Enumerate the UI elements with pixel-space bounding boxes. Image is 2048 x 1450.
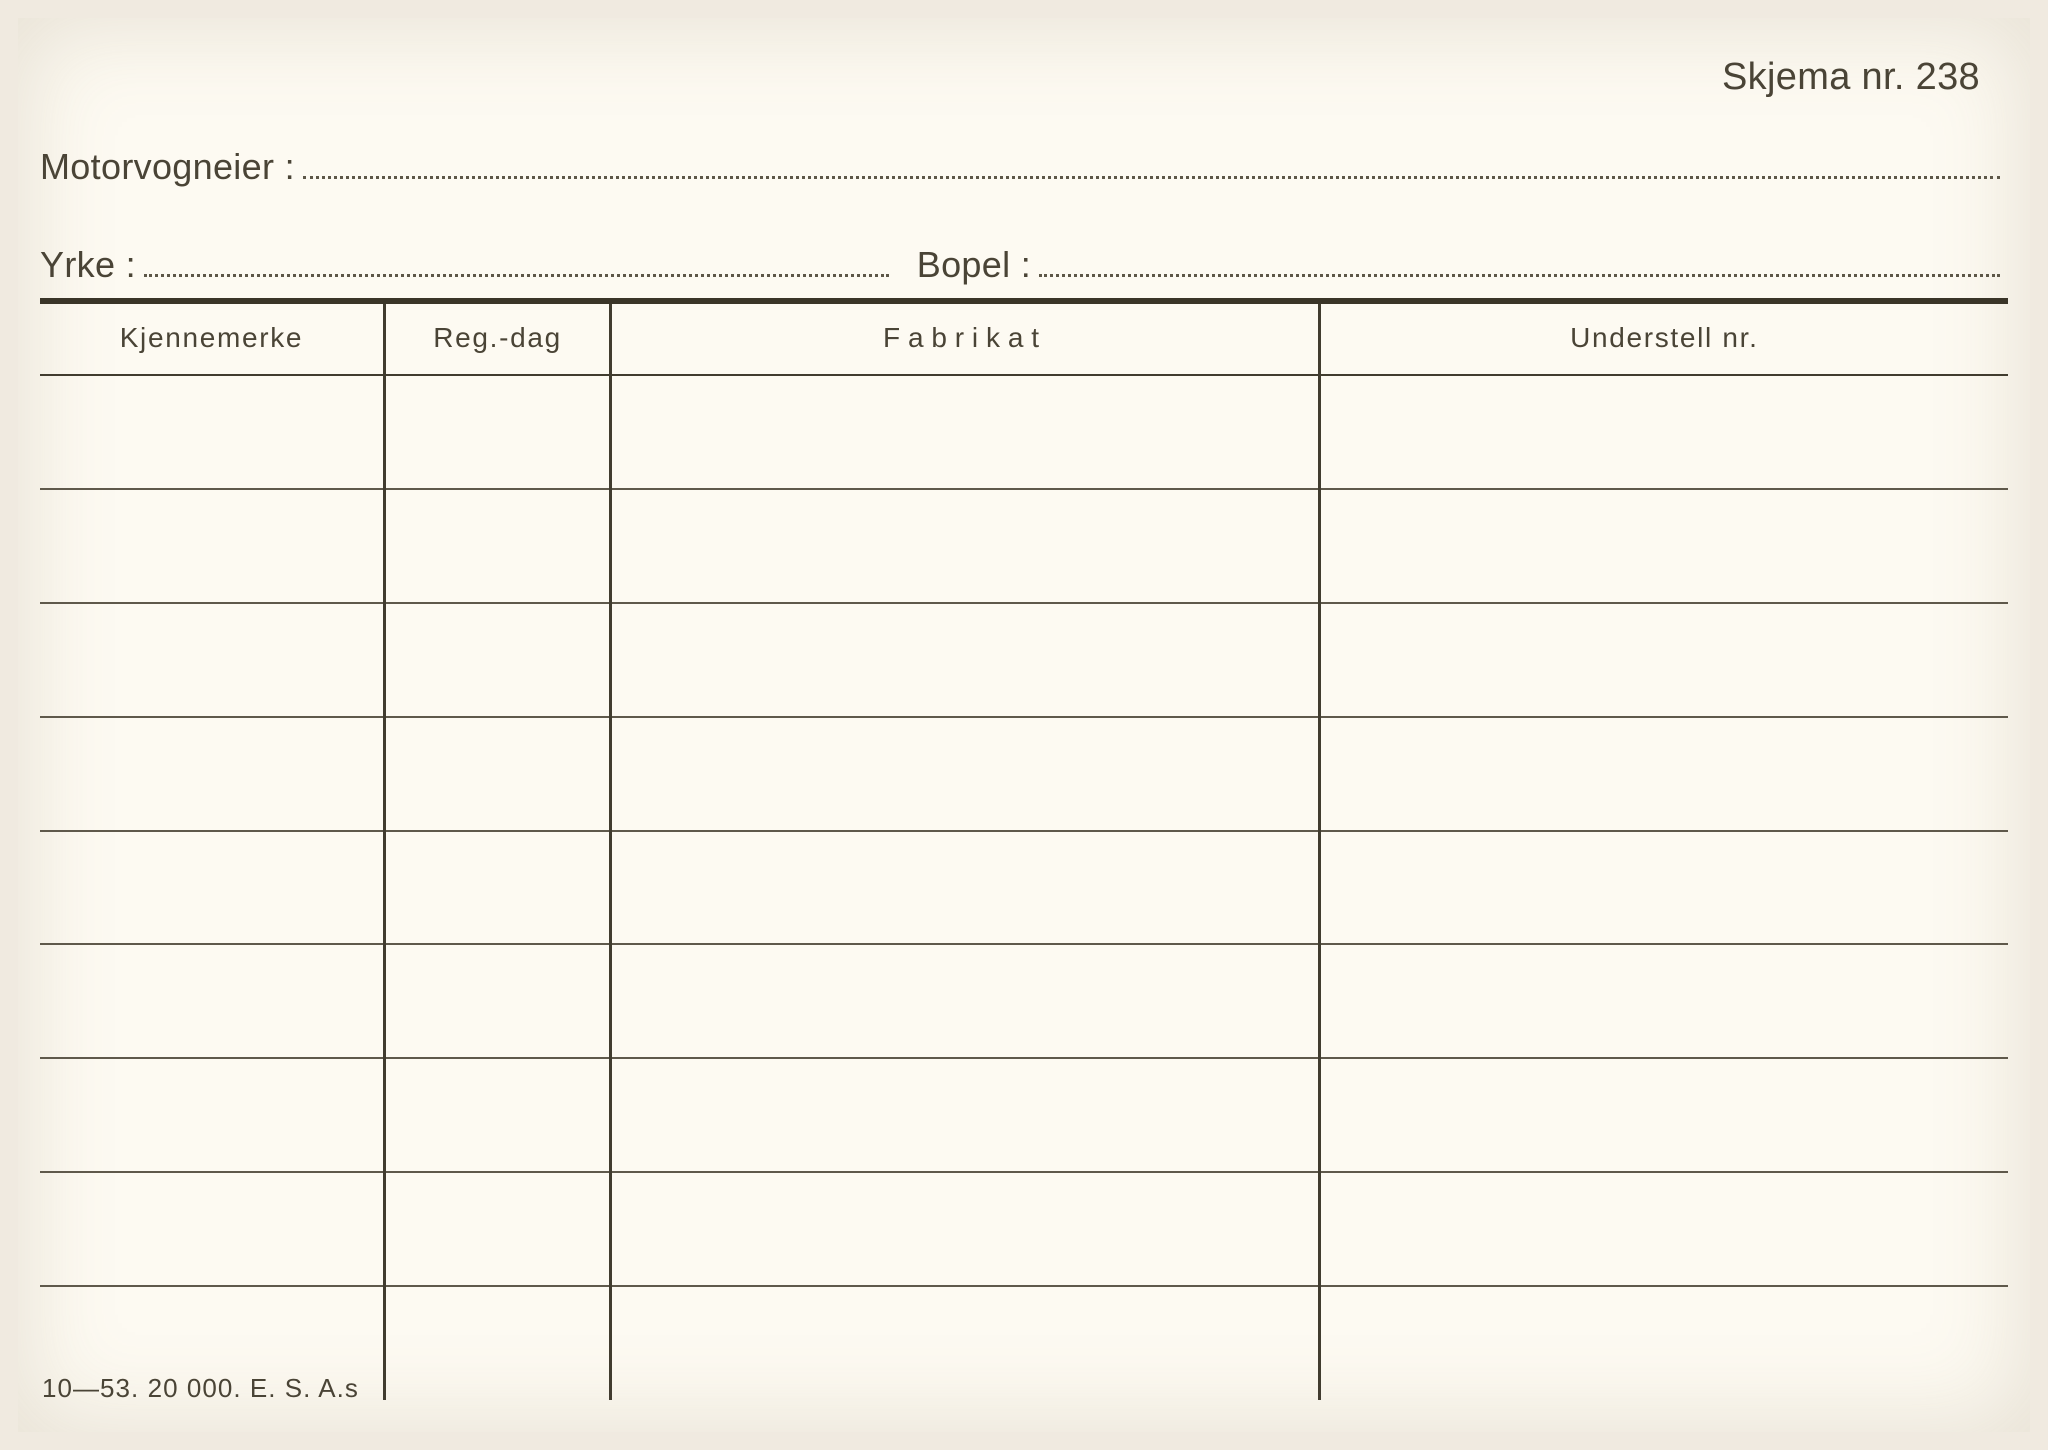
owner-input-line[interactable] xyxy=(303,147,2000,179)
cell-understell[interactable] xyxy=(1319,489,2008,603)
table-row xyxy=(40,375,2008,489)
table-row xyxy=(40,944,2008,1058)
table-header-row: Kjennemerke Reg.-dag Fabrikat Understell… xyxy=(40,301,2008,375)
cell-reg-dag[interactable] xyxy=(384,944,610,1058)
cell-fabrikat[interactable] xyxy=(611,717,1319,831)
cell-reg-dag[interactable] xyxy=(384,1058,610,1172)
cell-understell[interactable] xyxy=(1319,1058,2008,1172)
cell-kjennemerke[interactable] xyxy=(40,1058,384,1172)
cell-kjennemerke[interactable] xyxy=(40,489,384,603)
table-row xyxy=(40,831,2008,945)
col-header-kjennemerke: Kjennemerke xyxy=(40,301,384,375)
cell-reg-dag[interactable] xyxy=(384,489,610,603)
field-row-occ-res: Yrke : Bopel : xyxy=(40,244,2000,286)
form-number-label: Skjema nr. xyxy=(1722,56,1905,98)
cell-fabrikat[interactable] xyxy=(611,944,1319,1058)
occupation-input-line[interactable] xyxy=(144,245,889,277)
owner-label: Motorvogneier : xyxy=(40,146,295,188)
cell-fabrikat[interactable] xyxy=(611,1058,1319,1172)
occupation-label: Yrke : xyxy=(40,244,136,286)
table-row xyxy=(40,717,2008,831)
cell-fabrikat[interactable] xyxy=(611,375,1319,489)
table-row xyxy=(40,489,2008,603)
printer-imprint: 10—53. 20 000. E. S. A.s xyxy=(42,1373,359,1404)
form-number: Skjema nr. 238 xyxy=(1722,56,1980,99)
cell-kjennemerke[interactable] xyxy=(40,603,384,717)
table-row xyxy=(40,1172,2008,1286)
cell-reg-dag[interactable] xyxy=(384,1172,610,1286)
cell-fabrikat[interactable] xyxy=(611,489,1319,603)
cell-reg-dag[interactable] xyxy=(384,375,610,489)
cell-understell[interactable] xyxy=(1319,1172,2008,1286)
table-row xyxy=(40,603,2008,717)
cell-understell[interactable] xyxy=(1319,603,2008,717)
cell-kjennemerke[interactable] xyxy=(40,831,384,945)
cell-kjennemerke[interactable] xyxy=(40,1172,384,1286)
residence-label: Bopel : xyxy=(917,244,1031,286)
form-number-value: 238 xyxy=(1916,56,1980,98)
cell-fabrikat[interactable] xyxy=(611,603,1319,717)
cell-fabrikat[interactable] xyxy=(611,1286,1319,1400)
col-header-reg-dag: Reg.-dag xyxy=(384,301,610,375)
cell-understell[interactable] xyxy=(1319,944,2008,1058)
cell-kjennemerke[interactable] xyxy=(40,717,384,831)
residence-input-line[interactable] xyxy=(1039,245,2000,277)
cell-reg-dag[interactable] xyxy=(384,603,610,717)
cell-understell[interactable] xyxy=(1319,831,2008,945)
cell-fabrikat[interactable] xyxy=(611,1172,1319,1286)
cell-kjennemerke[interactable] xyxy=(40,944,384,1058)
cell-reg-dag[interactable] xyxy=(384,717,610,831)
cell-fabrikat[interactable] xyxy=(611,831,1319,945)
cell-reg-dag[interactable] xyxy=(384,1286,610,1400)
table-row xyxy=(40,1058,2008,1172)
cell-reg-dag[interactable] xyxy=(384,831,610,945)
cell-kjennemerke[interactable] xyxy=(40,375,384,489)
field-row-owner: Motorvogneier : xyxy=(40,146,2000,188)
cell-understell[interactable] xyxy=(1319,717,2008,831)
cell-understell[interactable] xyxy=(1319,375,2008,489)
col-header-understell: Understell nr. xyxy=(1319,301,2008,375)
vehicle-table: Kjennemerke Reg.-dag Fabrikat Understell… xyxy=(40,298,2008,1400)
col-header-fabrikat: Fabrikat xyxy=(611,301,1319,375)
form-card: Skjema nr. 238 Motorvogneier : Yrke : Bo… xyxy=(18,18,2030,1432)
cell-understell[interactable] xyxy=(1319,1286,2008,1400)
